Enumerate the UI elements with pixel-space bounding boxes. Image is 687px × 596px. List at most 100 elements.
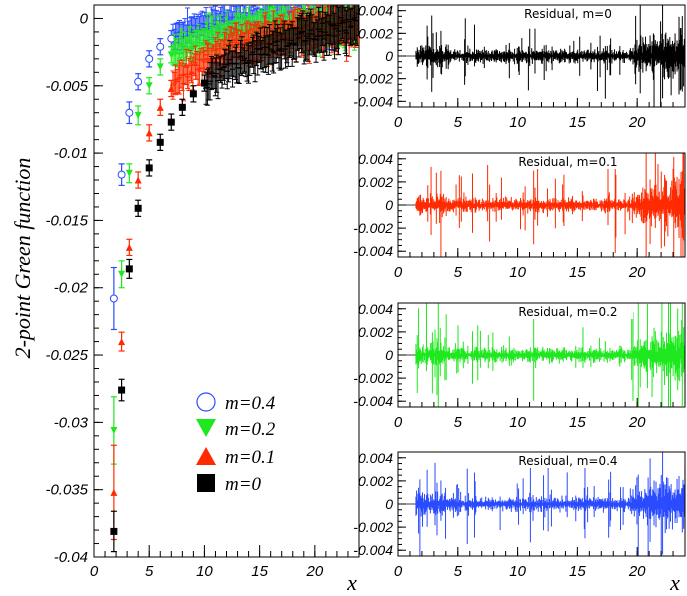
marker-triangle-down — [134, 111, 142, 119]
x-tick-label: 10 — [509, 414, 526, 431]
legend: m=0.4 m=0.2 m=0.1 m=0 — [196, 392, 276, 495]
main-plot: 0 -0.005 -0.01 -0.015 -0.02 -0.025 -0.03 -0.035… — [10, 4, 360, 595]
marker-triangle-down — [167, 51, 175, 59]
x-tick-label: 20 — [628, 414, 646, 431]
panel-title: Residual, m=0.4 — [518, 454, 617, 468]
marker-square — [125, 265, 133, 273]
marker-circle — [109, 294, 118, 303]
marker-circle — [117, 170, 126, 179]
y-tick-label: -0.035 — [45, 482, 88, 499]
y-tick-label: 0.004 — [358, 301, 393, 317]
x-tick-label: 10 — [509, 114, 526, 131]
series-m=0 — [110, 5, 359, 553]
x-tick-label: 0 — [90, 563, 99, 580]
x-tick-label: 20 — [628, 114, 646, 131]
x-tick-label: 0 — [394, 114, 403, 131]
marker-square — [167, 118, 175, 126]
x-tick-label: 10 — [196, 563, 213, 580]
marker-circle — [134, 77, 143, 86]
panel-title: Residual, m=0 — [524, 7, 612, 21]
y-tick-label: 0 — [80, 10, 89, 27]
legend-label: m=0.1 — [225, 447, 275, 468]
y-tick-label: -0.002 — [353, 370, 393, 386]
marker-triangle-up — [145, 129, 153, 137]
marker-triangle-up — [167, 84, 175, 92]
marker-square — [110, 527, 118, 535]
y-tick-label: 0 — [385, 496, 393, 512]
main-data-layer — [109, 5, 359, 553]
marker-triangle-down — [145, 82, 153, 90]
x-tick-label: 0 — [394, 414, 403, 431]
marker-triangle-down — [118, 270, 126, 278]
marker-square — [145, 164, 153, 172]
x-tick-label: 20 — [628, 563, 646, 580]
panel-title: Residual, m=0.2 — [518, 305, 617, 319]
residual-data — [398, 5, 685, 107]
y-axis-title: 2-point Green function — [10, 158, 35, 359]
y-tick-label: -0.005 — [45, 78, 88, 95]
y-tick-label: -0.01 — [54, 145, 88, 162]
y-tick-label: 0 — [385, 197, 393, 213]
x-axis-title: x — [346, 570, 357, 595]
y-tick-label: 0 — [385, 347, 393, 363]
legend-marker-m=0.2 — [196, 419, 216, 437]
x-tick-label: 0 — [394, 264, 403, 281]
marker-square — [134, 204, 142, 212]
y-tick-label: 0.004 — [358, 151, 393, 167]
x-tick-label: 10 — [509, 264, 526, 281]
x-tick-label: 15 — [251, 563, 268, 580]
legend-label: m=0.4 — [225, 393, 276, 414]
x-tick-label: 15 — [569, 114, 586, 131]
x-tick-label: 15 — [569, 563, 586, 580]
marker-triangle-up — [125, 243, 133, 251]
x-tick-label: 5 — [454, 114, 463, 131]
x-tick-label: 0 — [394, 563, 403, 580]
y-tick-label: 0.002 — [358, 174, 393, 190]
panel-title: Residual, m=0.1 — [518, 155, 617, 169]
x-tick-label: 15 — [569, 414, 586, 431]
marker-triangle-up — [134, 176, 142, 184]
y-tick-label: 0.002 — [358, 473, 393, 489]
x-tick-label: 5 — [454, 264, 463, 281]
x-tick-label: 5 — [454, 563, 463, 580]
panel-title-bg — [503, 6, 633, 21]
y-tick-label: 0.004 — [358, 3, 393, 19]
x-tick-label: 5 — [454, 414, 463, 431]
y-tick-label: -0.004 — [353, 542, 393, 558]
legend-label: m=0 — [225, 474, 262, 495]
marker-triangle-down — [110, 426, 118, 434]
panel-title-bg — [503, 154, 633, 169]
y-tick-label: 0.002 — [358, 25, 393, 41]
y-tick-label: 0.004 — [358, 450, 393, 466]
legend-marker-m=0.4 — [196, 392, 216, 412]
y-tick-label: -0.02 — [54, 280, 89, 297]
x-tick-label: 10 — [509, 563, 526, 580]
panel-title-bg — [503, 304, 633, 319]
residual-data — [398, 452, 685, 556]
x-tick-label: 20 — [305, 563, 323, 580]
y-tick-label: 0.002 — [358, 324, 393, 340]
marker-triangle-down — [156, 63, 164, 71]
marker-triangle-up — [110, 488, 118, 496]
marker-square — [178, 103, 186, 111]
panel-title-bg — [503, 453, 633, 468]
y-tick-label: 0 — [385, 48, 393, 64]
marker-circle — [125, 108, 134, 117]
x-tick-label: 15 — [569, 264, 586, 281]
legend-marker-m=0.1 — [196, 447, 216, 465]
y-tick-label: -0.002 — [353, 220, 393, 236]
marker-square — [156, 138, 164, 146]
x-tick-label: 20 — [628, 264, 646, 281]
y-tick-label: -0.03 — [54, 414, 89, 431]
legend-label: m=0.2 — [225, 419, 276, 440]
y-tick-label: -0.004 — [353, 243, 393, 259]
marker-triangle-up — [118, 338, 126, 346]
y-tick-label: -0.015 — [45, 212, 88, 229]
marker-triangle-up — [156, 103, 164, 111]
marker-square — [189, 90, 197, 98]
